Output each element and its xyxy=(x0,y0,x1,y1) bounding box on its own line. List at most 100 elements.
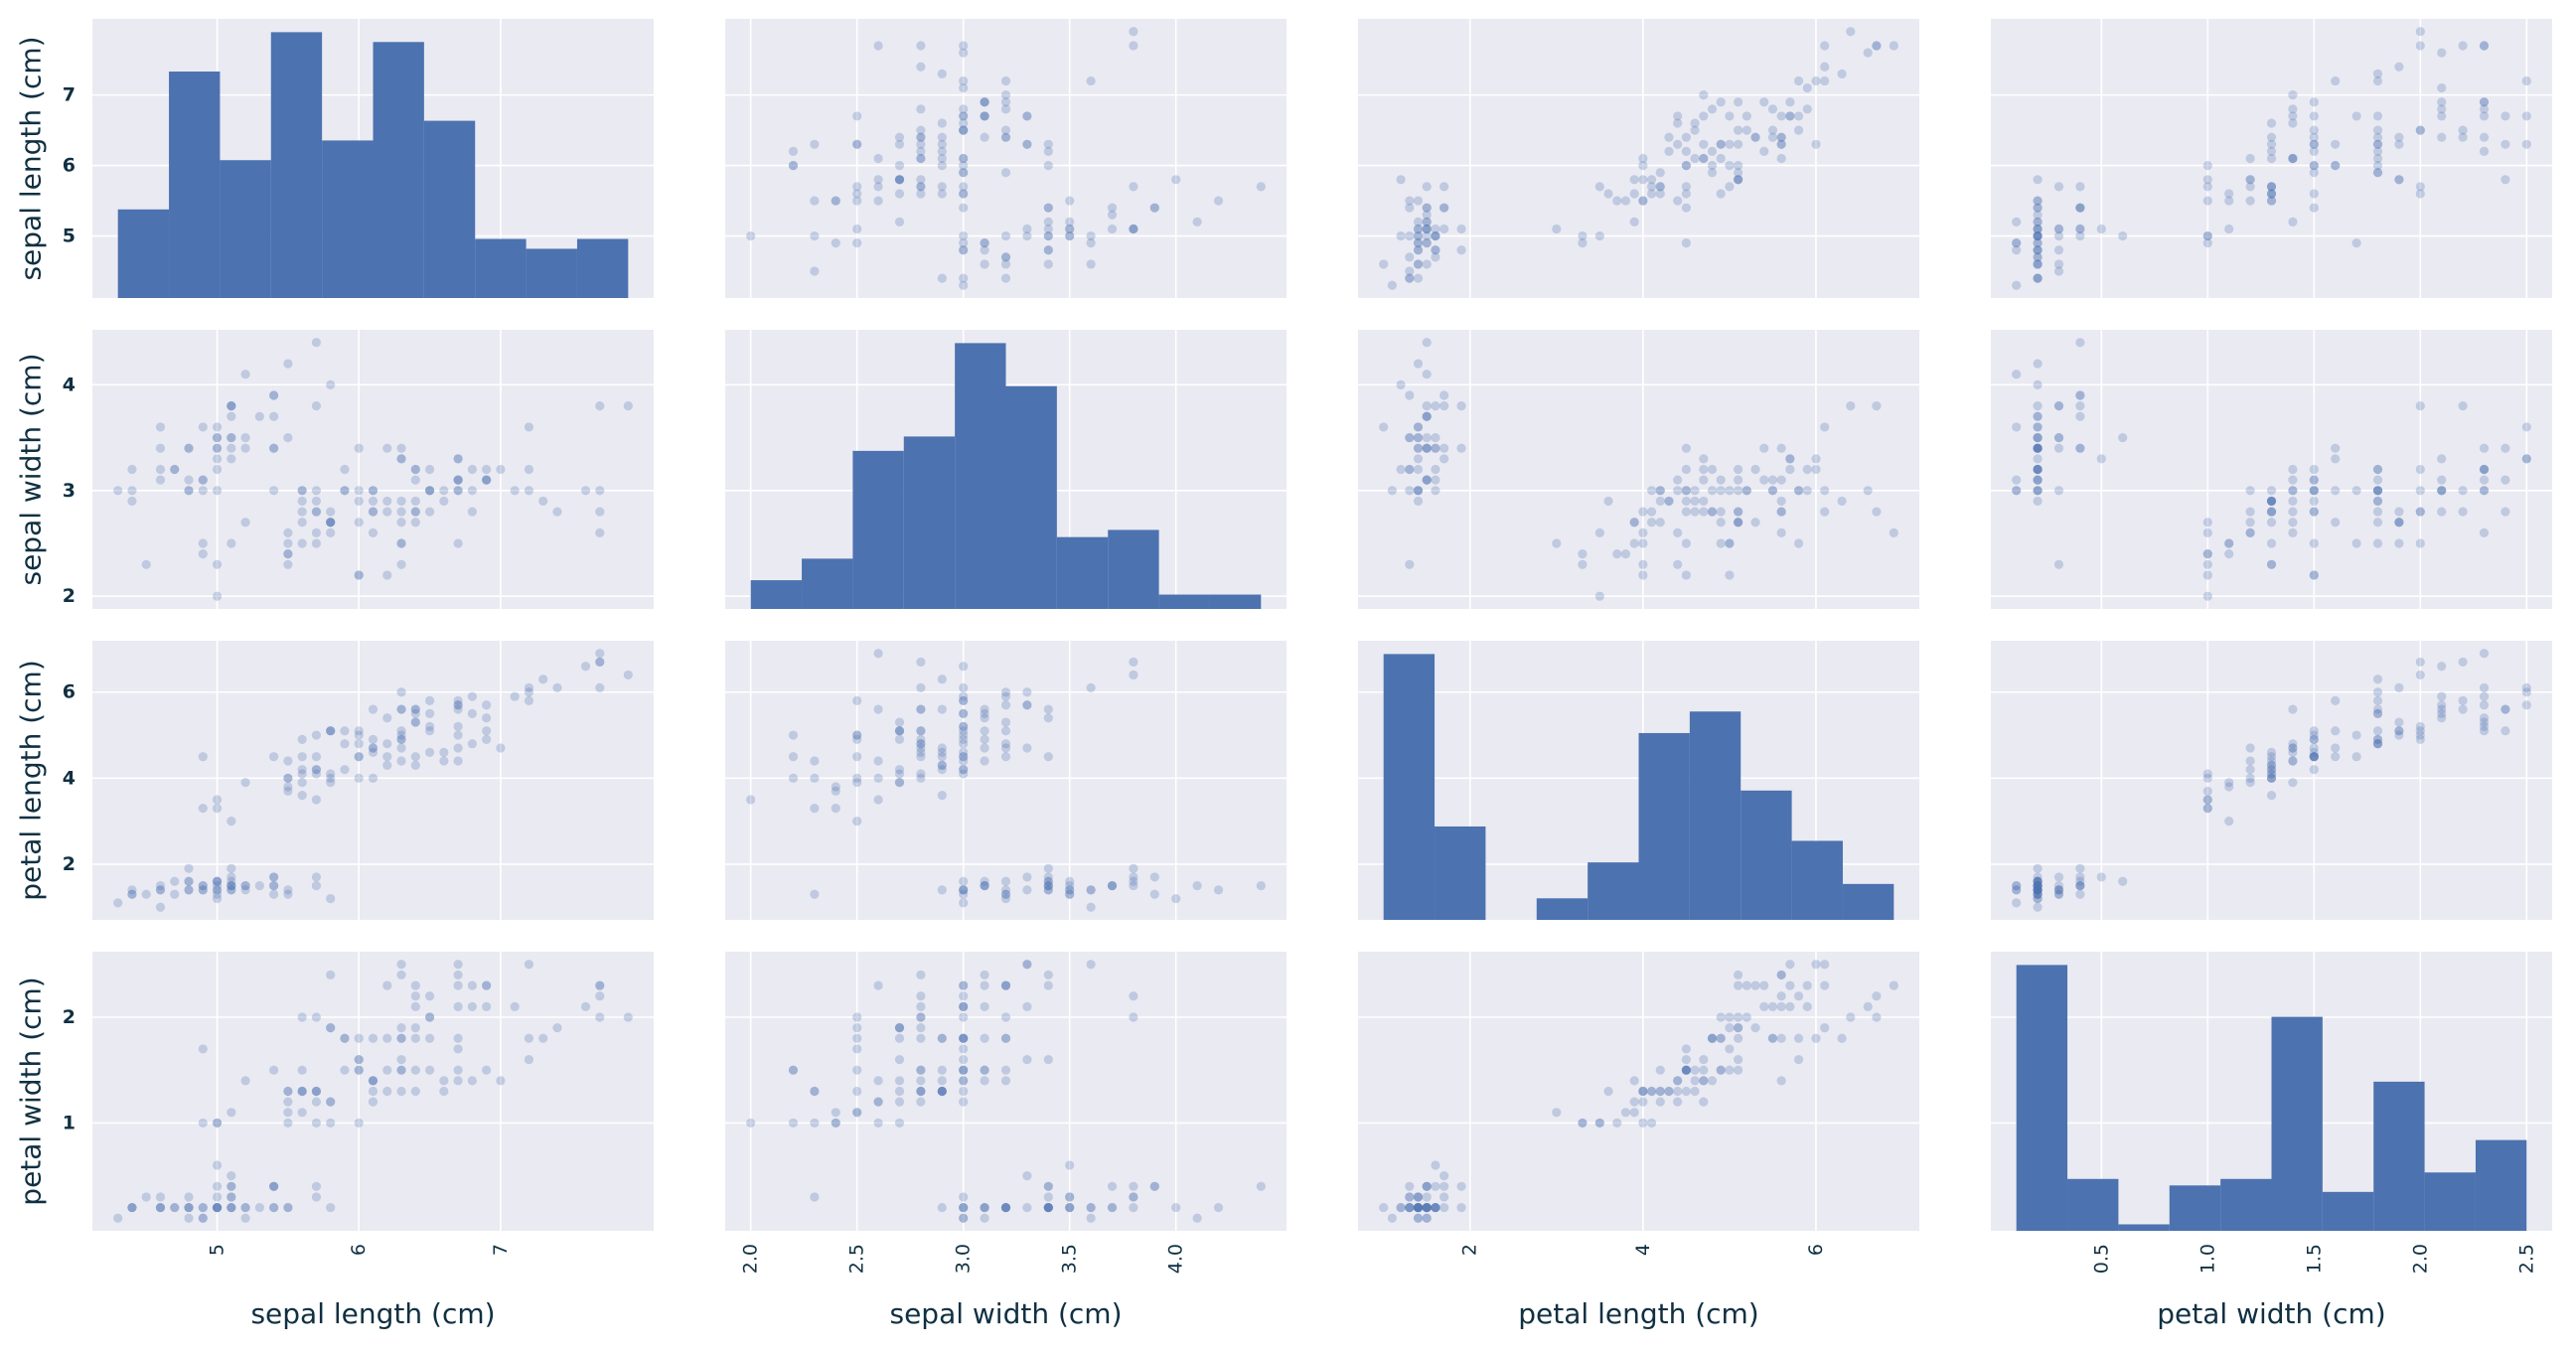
scatter-point xyxy=(2053,432,2064,443)
scatter-point xyxy=(937,1086,947,1097)
y-tick-label: 2 xyxy=(63,585,76,607)
scatter-point xyxy=(354,726,364,736)
scatter-point xyxy=(297,1108,307,1118)
scatter-point xyxy=(2309,570,2319,580)
scatter-point xyxy=(1690,118,1700,128)
scatter-point xyxy=(1422,238,1432,248)
scatter-point xyxy=(1716,1033,1726,1043)
scatter-point xyxy=(2309,765,2319,775)
subplot-sepal_length-vs-petal_width xyxy=(1991,19,2552,298)
scatter-point xyxy=(959,1202,969,1213)
scatter-point xyxy=(1734,1012,1743,1022)
scatter-point xyxy=(368,1033,379,1043)
scatter-point xyxy=(283,538,293,548)
scatter-point xyxy=(980,734,989,744)
scatter-point xyxy=(227,872,236,882)
histogram-bar xyxy=(2016,965,2068,1231)
scatter-point xyxy=(227,885,236,895)
scatter-point xyxy=(1065,224,1075,234)
scatter-point xyxy=(2266,507,2277,517)
scatter-point xyxy=(326,1118,336,1128)
scatter-point xyxy=(424,486,435,496)
scatter-point xyxy=(2437,48,2447,58)
scatter-point xyxy=(788,1118,799,1128)
scatter-point xyxy=(2458,704,2468,714)
scatter-point xyxy=(1785,960,1795,970)
scatter-point xyxy=(1000,1202,1011,1213)
scatter-point xyxy=(2033,273,2043,283)
scatter-point xyxy=(283,432,293,443)
scatter-point xyxy=(1655,486,1665,496)
scatter-point xyxy=(2053,259,2064,269)
scatter-point xyxy=(155,1202,166,1213)
scatter-point xyxy=(1846,27,1856,37)
scatter-points xyxy=(2012,649,2531,912)
scatter-point xyxy=(2372,726,2383,736)
scatter-point xyxy=(1716,97,1726,107)
scatter-point xyxy=(894,1097,905,1107)
scatter-point xyxy=(2202,804,2212,814)
scatter-point xyxy=(916,104,926,114)
scatter-point xyxy=(1405,464,1415,475)
scatter-point xyxy=(1107,880,1118,891)
scatter-point xyxy=(2202,570,2212,580)
scatter-point xyxy=(1413,1192,1424,1202)
scatter-point xyxy=(2075,863,2085,873)
scatter-point xyxy=(1405,252,1415,262)
scatter-point xyxy=(894,1054,905,1065)
scatter-point xyxy=(1820,75,1830,86)
scatter-point xyxy=(1413,359,1424,369)
scatter-point xyxy=(959,1012,969,1022)
scatter-point xyxy=(1716,1065,1726,1075)
scatter-point xyxy=(1043,980,1053,990)
scatter-point xyxy=(852,139,862,149)
y-tick-label: 6 xyxy=(63,681,76,703)
scatter-point xyxy=(2033,885,2043,895)
scatter-point xyxy=(311,1097,322,1107)
scatter-point xyxy=(2053,889,2064,899)
scatter-point xyxy=(283,773,293,783)
scatter-point xyxy=(1422,224,1432,234)
scatter-point xyxy=(269,880,279,891)
scatter-point xyxy=(595,991,605,1001)
scatter-point xyxy=(1043,1202,1053,1213)
scatter-point xyxy=(2053,266,2064,276)
scatter-point xyxy=(1022,1054,1032,1065)
scatter-point xyxy=(1681,507,1691,517)
scatter-point xyxy=(283,1097,293,1107)
scatter-point xyxy=(1785,454,1795,464)
scatter-point xyxy=(831,196,840,206)
scatter-point xyxy=(980,132,989,142)
scatter-point xyxy=(424,1012,435,1022)
scatter-point xyxy=(2372,486,2383,496)
scatter-point xyxy=(1422,401,1432,411)
scatter-point xyxy=(240,1213,250,1223)
scatter-point xyxy=(2309,486,2319,496)
scatter-point xyxy=(2033,252,2043,262)
scatter-point xyxy=(2033,230,2043,241)
scatter-point xyxy=(1802,1001,1812,1011)
axes-background xyxy=(92,641,654,920)
scatter-point xyxy=(1000,980,1011,990)
scatter-point xyxy=(980,704,989,714)
scatter-point xyxy=(2202,559,2212,569)
scatter-point xyxy=(2309,146,2319,157)
scatter-point xyxy=(269,872,279,882)
scatter-point xyxy=(2075,401,2085,411)
scatter-point xyxy=(1405,432,1415,443)
scatter-point xyxy=(368,734,379,744)
scatter-point xyxy=(1431,1202,1440,1213)
scatter-point xyxy=(2372,687,2383,697)
scatter-point xyxy=(1413,273,1424,283)
scatter-point xyxy=(1043,146,1053,157)
scatter-point xyxy=(1129,876,1138,886)
scatter-point xyxy=(1405,1202,1415,1213)
x-tick-label: 2.5 xyxy=(2515,1244,2537,1274)
scatter-point xyxy=(1043,1192,1053,1202)
scatter-point xyxy=(2075,338,2085,348)
histogram-bar xyxy=(955,343,1006,609)
scatter-point xyxy=(810,773,820,783)
scatter-point xyxy=(2224,538,2234,548)
scatter-point xyxy=(873,1118,883,1128)
